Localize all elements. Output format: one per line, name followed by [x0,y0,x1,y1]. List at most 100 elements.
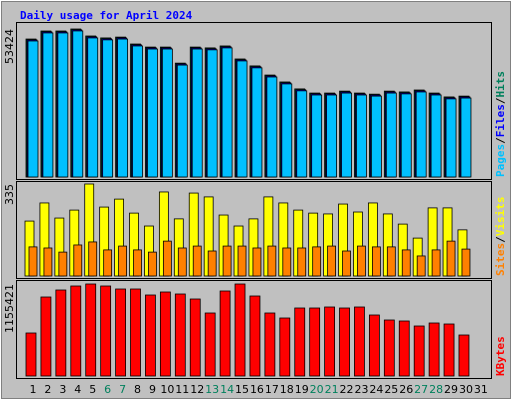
bar [222,245,232,277]
bar [55,289,67,377]
bar [72,30,84,178]
bar [341,92,352,178]
bar [413,325,425,377]
bar [401,249,411,277]
bar [326,94,338,178]
bar [282,247,292,277]
x-tick-label: 18 [280,383,294,396]
bar [446,240,456,277]
bar [368,314,380,377]
bar [460,97,472,178]
x-tick-label: 1 [30,383,37,396]
bar [117,38,128,178]
x-tick-label: 19 [295,383,309,396]
bar [73,244,83,277]
legend-entry: Hits [494,71,507,98]
legend-entry: Files [494,104,507,137]
bar [370,95,382,178]
bar [42,32,54,178]
bar [383,319,395,377]
bar [415,91,427,178]
bar [297,247,307,277]
bar [207,250,217,277]
x-tick-label: 23 [354,383,368,396]
bar [311,94,323,178]
bar [133,249,142,277]
bar [177,247,187,277]
legend: KBytes [494,336,507,376]
bar [58,251,68,277]
legend-separator: / [494,97,507,104]
bar [145,294,156,377]
bar [430,94,442,178]
bar [386,246,396,277]
x-tick-label: 6 [104,383,111,396]
x-tick-label: 21 [325,383,339,396]
bar [327,245,337,277]
x-tick-label: 16 [250,383,264,396]
bar [219,290,231,377]
bar [309,307,321,377]
bar [237,245,247,277]
bar [371,246,381,277]
bar [221,47,233,178]
x-tick-label: 13 [205,383,219,396]
bar [70,285,82,377]
bar [27,40,39,178]
x-tick-label: 26 [399,383,413,396]
bar [25,332,37,377]
bar [132,45,143,178]
x-tick-label: 17 [265,383,279,396]
x-tick-label: 14 [220,383,234,396]
bar [57,32,69,178]
bar [398,320,410,377]
bar [428,322,440,377]
bar [251,67,263,178]
bar [266,76,278,178]
bar [296,90,308,178]
legend: Sites/Visits [494,197,507,277]
bar [130,288,141,377]
bar [443,323,455,377]
legend-entry: Visits [494,197,507,237]
legend-entry: Sites [494,243,507,276]
bar [115,288,126,377]
x-tick-label: 8 [134,383,141,396]
chart-title: Daily usage for April 2024 [20,9,193,22]
bar [100,285,112,377]
legend-entry: KBytes [494,336,507,376]
bar [281,83,293,178]
y-tick-label: 1155421 [3,284,16,333]
x-tick-label: 24 [369,383,383,396]
bar [174,293,186,377]
x-tick-label: 2 [44,383,51,396]
bar [312,246,322,277]
bar [147,48,158,178]
bar [103,249,113,277]
x-tick-label: 3 [59,383,66,396]
bar [461,248,471,277]
bar [28,246,38,277]
y-tick-label: 335 [3,184,16,205]
bar [88,241,98,277]
bar [339,307,350,377]
x-tick-label: 11 [175,383,189,396]
x-tick-label: 12 [190,383,204,396]
legend-separator: / [494,137,507,144]
bar [342,250,351,277]
x-tick-label: 27 [414,383,428,396]
x-tick-label: 25 [384,383,398,396]
bar [43,247,53,277]
bar [159,291,171,377]
x-tick-label: 29 [444,383,458,396]
bar [294,307,306,377]
bar [234,283,246,377]
bar [236,60,248,178]
x-tick-label: 9 [149,383,156,396]
x-tick-label: 15 [235,383,249,396]
bar [40,296,52,377]
bar [354,306,365,377]
